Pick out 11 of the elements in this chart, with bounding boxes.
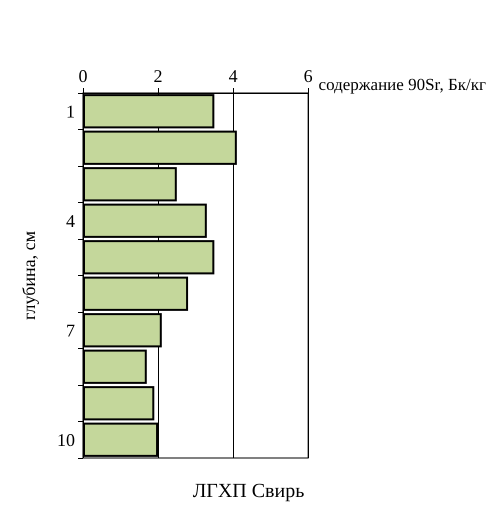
x-tick-label: 4 — [228, 66, 238, 86]
y-tick-label: 1 — [66, 101, 75, 122]
x-tick-label: 2 — [154, 66, 163, 86]
y-axis-title: глубина, см — [19, 230, 39, 320]
x-tick-label: 0 — [78, 66, 88, 86]
y-tick-label: 10 — [57, 430, 75, 450]
text: ЛГХП Свирь — [192, 480, 304, 502]
y-tick-label: 4 — [66, 210, 75, 231]
x-axis-title: содержание 90Sr, Бк/кг — [318, 75, 486, 94]
x-tick-label: 6 — [304, 66, 313, 86]
y-tick-label: 7 — [66, 320, 75, 340]
